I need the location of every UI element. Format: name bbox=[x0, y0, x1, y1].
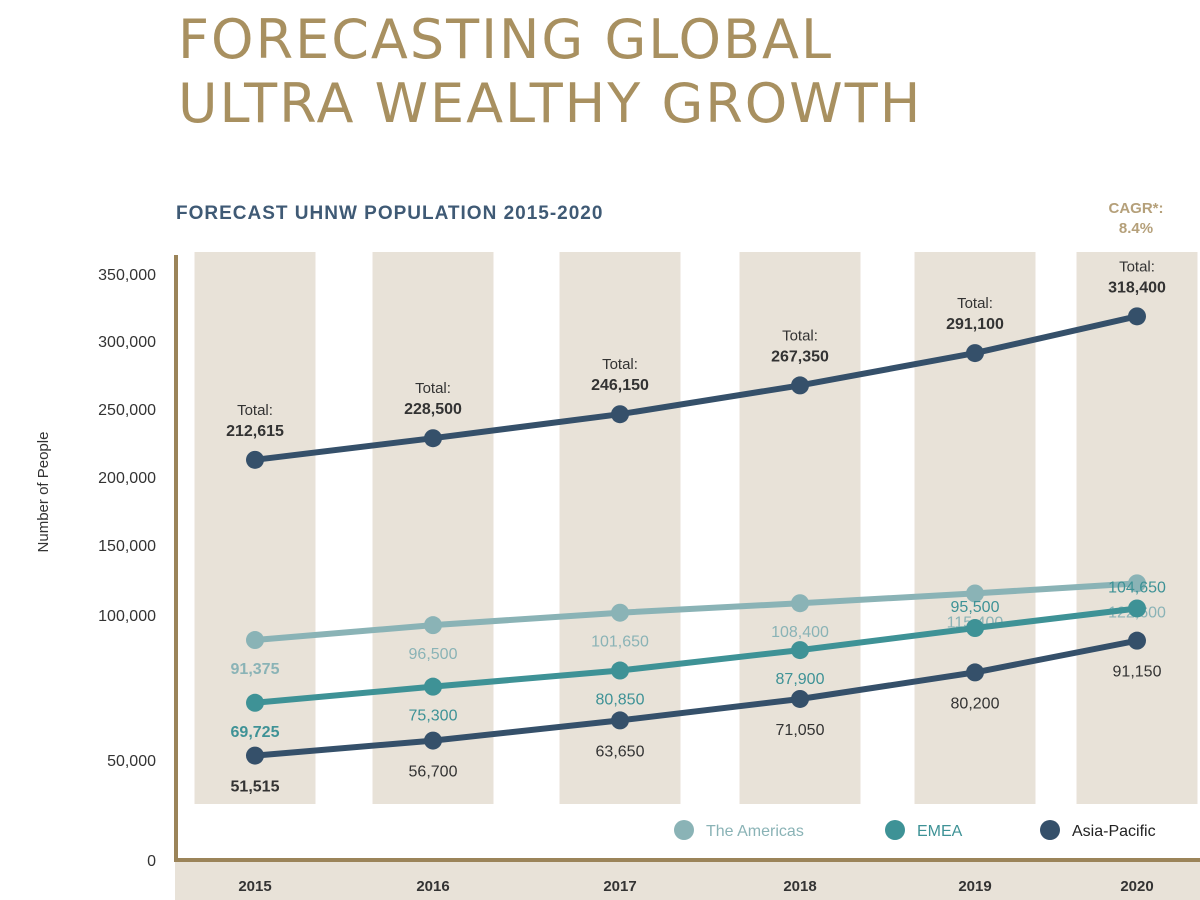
column-band-2019 bbox=[914, 252, 1036, 804]
data-label-emea-2019: 95,500 bbox=[951, 599, 1000, 616]
data-label-apac-2015: 51,515 bbox=[231, 779, 280, 796]
point-americas-2019 bbox=[966, 584, 984, 603]
y-tick-label-200,000: 200,000 bbox=[98, 470, 156, 487]
point-emea-2015 bbox=[246, 693, 264, 712]
cagr-annotation: CAGR*: 8.4% bbox=[1090, 199, 1182, 239]
point-apac-2016 bbox=[424, 731, 442, 750]
legend-marker-emea bbox=[885, 820, 905, 840]
total-label-value-2019: 291,100 bbox=[946, 316, 1004, 333]
series-line-emea bbox=[252, 605, 1140, 706]
main-title-line-1: FORECASTING GLOBAL bbox=[178, 8, 834, 71]
legend-item-emea: EMEA bbox=[885, 820, 963, 840]
total-point-2019 bbox=[966, 344, 984, 363]
total-label-word-2015: Total: bbox=[237, 402, 273, 419]
y-tick-label-0: 0 bbox=[147, 853, 156, 870]
column-band-2020 bbox=[1076, 252, 1198, 804]
cagr-label: CAGR*: bbox=[1108, 200, 1164, 217]
total-label-value-2015: 212,615 bbox=[226, 423, 284, 440]
data-label-apac-2017: 63,650 bbox=[596, 743, 645, 760]
data-label-apac-2020: 91,150 bbox=[1113, 664, 1162, 681]
data-label-apac-2018: 71,050 bbox=[776, 722, 825, 739]
data-label-americas-2016: 96,500 bbox=[409, 646, 458, 663]
y-tick-label-150,000: 150,000 bbox=[98, 538, 156, 555]
total-point-2015 bbox=[246, 450, 264, 469]
total-label-word-2016: Total: bbox=[415, 380, 451, 397]
total-point-2017 bbox=[611, 405, 629, 424]
y-tick-label-300,000: 300,000 bbox=[98, 334, 156, 351]
data-label-emea-2017: 80,850 bbox=[596, 692, 645, 709]
total-label-value-2016: 228,500 bbox=[404, 401, 462, 418]
point-americas-2016 bbox=[424, 616, 442, 635]
y-tick-label-50,000: 50,000 bbox=[107, 753, 156, 770]
x-tick-label-2015: 2015 bbox=[238, 878, 271, 895]
y-tick-label-350,000: 350,000 bbox=[98, 267, 156, 284]
point-emea-2016 bbox=[424, 677, 442, 696]
total-label-word-2019: Total: bbox=[957, 295, 993, 312]
point-apac-2018 bbox=[791, 689, 809, 708]
legend-item-apac: Asia-Pacific bbox=[1040, 820, 1156, 840]
main-title-line-2: ULTRA WEALTHY GROWTH bbox=[178, 72, 923, 135]
series-line-apac bbox=[252, 637, 1140, 759]
data-label-emea-2016: 75,300 bbox=[409, 708, 458, 725]
point-apac-2017 bbox=[611, 711, 629, 730]
legend: The Americas EMEA Asia-Pacific bbox=[674, 820, 1156, 840]
point-apac-2020 bbox=[1128, 631, 1146, 650]
cagr-value: 8.4% bbox=[1118, 220, 1154, 237]
total-point-2016 bbox=[424, 429, 442, 448]
legend-label-apac: Asia-Pacific bbox=[1072, 823, 1156, 840]
total-label-word-2020: Total: bbox=[1119, 258, 1155, 275]
legend-marker-americas bbox=[674, 820, 694, 840]
chart-title: FORECAST UHNW POPULATION 2015-2020 bbox=[176, 203, 604, 224]
data-label-apac-2016: 56,700 bbox=[409, 764, 458, 781]
data-label-americas-2018: 108,400 bbox=[771, 624, 829, 641]
legend-marker-apac bbox=[1040, 820, 1060, 840]
x-axis-band bbox=[175, 862, 1200, 900]
total-label-word-2018: Total: bbox=[782, 327, 818, 344]
column-band-2018 bbox=[739, 252, 861, 804]
point-americas-2017 bbox=[611, 603, 629, 622]
legend-label-emea: EMEA bbox=[917, 823, 963, 840]
total-label-value-2020: 318,400 bbox=[1108, 279, 1166, 296]
column-band-2016 bbox=[372, 252, 494, 804]
point-emea-2020 bbox=[1128, 599, 1146, 618]
point-emea-2017 bbox=[611, 661, 629, 680]
point-emea-2018 bbox=[791, 641, 809, 660]
point-americas-2015 bbox=[246, 631, 264, 650]
column-band-2015 bbox=[194, 252, 316, 804]
point-apac-2019 bbox=[966, 663, 984, 682]
x-tick-label-2019: 2019 bbox=[958, 878, 991, 895]
point-emea-2019 bbox=[966, 619, 984, 638]
x-tick-label-2020: 2020 bbox=[1120, 878, 1153, 895]
series-line-americas bbox=[252, 580, 1140, 643]
point-americas-2018 bbox=[791, 594, 809, 613]
data-label-apac-2019: 80,200 bbox=[951, 695, 1000, 712]
data-label-emea-2015: 69,725 bbox=[231, 724, 280, 741]
data-label-americas-2015: 91,375 bbox=[231, 661, 280, 678]
x-tick-label-2017: 2017 bbox=[603, 878, 636, 895]
point-americas-2020 bbox=[1128, 574, 1146, 593]
total-label-word-2017: Total: bbox=[602, 356, 638, 373]
y-tick-label-100,000: 100,000 bbox=[98, 608, 156, 625]
x-tick-label-2018: 2018 bbox=[783, 878, 816, 895]
data-label-americas-2017: 101,650 bbox=[591, 634, 649, 651]
y-tick-label-250,000: 250,000 bbox=[98, 402, 156, 419]
main-title: FORECASTING GLOBAL ULTRA WEALTHY GROWTH bbox=[178, 8, 922, 136]
point-apac-2015 bbox=[246, 746, 264, 765]
x-tick-label-2016: 2016 bbox=[416, 878, 449, 895]
legend-item-americas: The Americas bbox=[674, 820, 804, 840]
total-point-2018 bbox=[791, 376, 809, 395]
data-label-emea-2018: 87,900 bbox=[776, 671, 825, 688]
legend-label-americas: The Americas bbox=[706, 823, 804, 840]
total-label-value-2017: 246,150 bbox=[591, 377, 649, 394]
total-point-2020 bbox=[1128, 307, 1146, 326]
data-label-emea-2020: 104,650 bbox=[1108, 579, 1166, 596]
y-axis-label: Number of People bbox=[35, 432, 52, 553]
series-line-total bbox=[252, 313, 1140, 463]
total-label-value-2018: 267,350 bbox=[771, 348, 829, 365]
